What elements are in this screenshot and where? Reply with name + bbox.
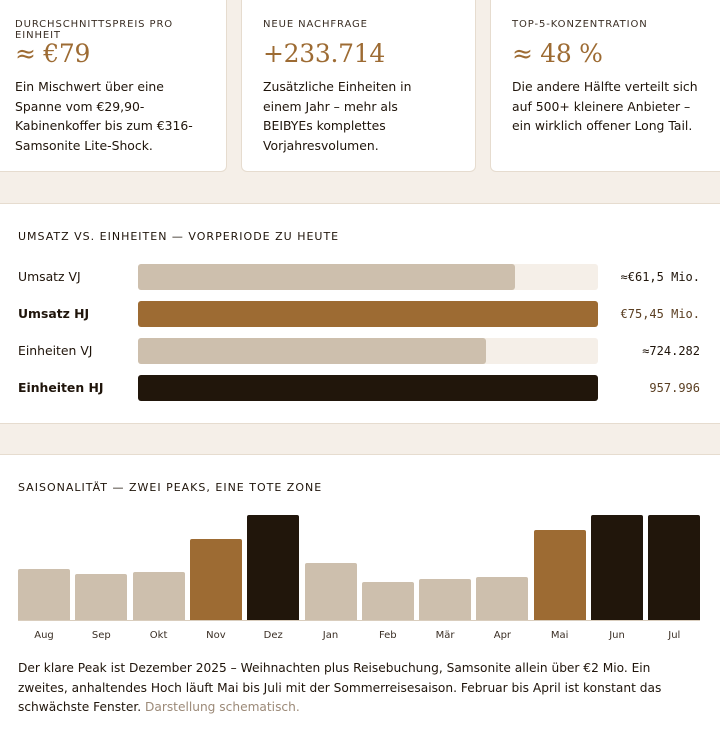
kpi-label: TOP-5-KONZENTRATION [512, 19, 648, 30]
comparison-bar [138, 375, 598, 401]
month-tick-label: Nov [206, 630, 226, 641]
kpi-label: DURCHSCHNITTSPREIS PRO EINHEIT [15, 19, 174, 41]
seasonality-title: SAISONALITÄT — ZWEI PEAKS, EINE TOTE ZON… [18, 481, 323, 494]
season-bar-jan [304, 563, 357, 620]
month-tick-label: Sep [91, 630, 111, 641]
season-bar-mär [419, 579, 472, 620]
month-tick-label: Jul [668, 630, 681, 641]
comparison-bar-track [138, 338, 598, 364]
kpi-row: DURCHSCHNITTSPREIS PRO EINHEIT ≈ €79 Ein… [0, 0, 720, 172]
comparison-row: Einheiten HJ 957.996 [0, 375, 720, 401]
season-bar-jul [648, 515, 701, 620]
comparison-row: Einheiten VJ ≈724.282 [0, 338, 720, 364]
comparison-bar [138, 338, 487, 364]
season-bar-dez [247, 515, 300, 620]
kpi-card-avg-price: DURCHSCHNITTSPREIS PRO EINHEIT ≈ €79 Ein… [0, 0, 227, 172]
kpi-label: NEUE NACHFRAGE [263, 19, 368, 30]
season-bar-aug [18, 568, 70, 620]
note-text: Der klare Peak ist Dezember 2025 – Weihn… [18, 661, 662, 714]
kpi-value: ≈ 48 % [512, 39, 603, 68]
season-bar-okt [132, 571, 185, 620]
kpi-card-new-demand: NEUE NACHFRAGE +233.714 Zusätzliche Einh… [241, 0, 476, 172]
month-tick-label: Feb [378, 630, 397, 641]
comparison-row-label: Einheiten VJ [18, 343, 93, 358]
comparison-title: UMSATZ VS. EINHEITEN — VORPERIODE ZU HEU… [18, 230, 340, 243]
comparison-row: Umsatz HJ €75,45 Mio. [0, 301, 720, 327]
comparison-row-value: €75,45 Mio. [620, 307, 700, 321]
seasonality-note: Der klare Peak ist Dezember 2025 – Weihn… [18, 659, 698, 718]
kpi-value: ≈ €79 [15, 39, 91, 68]
season-bar-feb [361, 582, 414, 620]
comparison-row-label: Einheiten HJ [18, 380, 104, 395]
season-bar-apr [476, 576, 529, 620]
month-tick-label: Apr [493, 630, 512, 641]
comparison-bar [138, 264, 516, 290]
season-bar-nov [189, 539, 242, 620]
kpi-description: Ein Mischwert über eine Spanne vom €29,9… [15, 79, 193, 153]
comparison-bar [138, 301, 598, 327]
month-tick-label: Mär [435, 630, 455, 641]
season-bar-jun [591, 515, 643, 620]
month-tick-label: Jun [609, 630, 625, 641]
season-bar-mai [533, 529, 586, 620]
comparison-bar-track [138, 375, 598, 401]
month-tick-label: Aug [34, 630, 54, 641]
month-tick-label: Jan [322, 630, 339, 641]
note-muted: Darstellung schematisch. [144, 700, 300, 714]
chart-baseline [18, 620, 700, 621]
kpi-value: +233.714 [263, 39, 385, 68]
comparison-bar-track [138, 264, 598, 290]
kpi-description: Die andere Hälfte verteilt sich auf 500+… [512, 79, 698, 133]
month-tick-label: Dez [263, 630, 283, 641]
comparison-row-label: Umsatz VJ [18, 269, 81, 284]
comparison-row-value: ≈€61,5 Mio. [620, 270, 700, 284]
kpi-card-top5: TOP-5-KONZENTRATION ≈ 48 % Die andere Hä… [490, 0, 720, 172]
month-tick-label: Mai [550, 630, 569, 641]
comparison-bar-track [138, 301, 598, 327]
comparison-row: Umsatz VJ ≈€61,5 Mio. [0, 264, 720, 290]
month-tick-label: Okt [149, 630, 168, 641]
comparison-row-label: Umsatz HJ [18, 306, 90, 321]
kpi-description: Zusätzliche Einheiten in einem Jahr – me… [263, 79, 412, 153]
comparison-row-value: 957.996 [649, 381, 700, 395]
season-bar-sep [75, 573, 128, 620]
comparison-row-value: ≈724.282 [642, 344, 700, 358]
